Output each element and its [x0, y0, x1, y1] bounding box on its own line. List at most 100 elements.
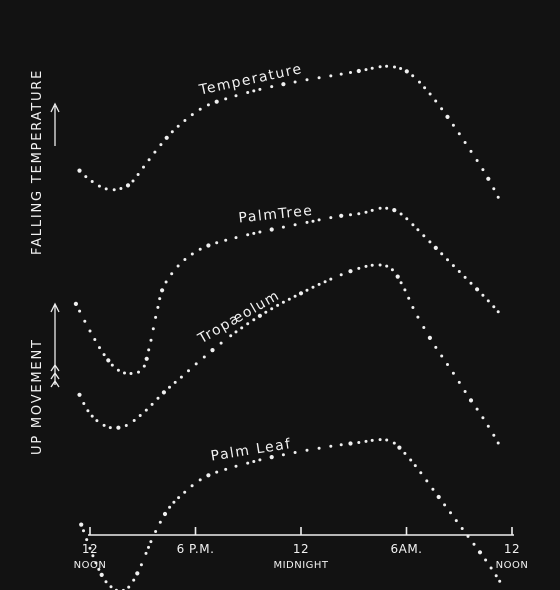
series-1-dot-29 [215, 241, 219, 245]
series-3-dot-29 [215, 470, 219, 474]
series-1-dot-15 [147, 348, 151, 352]
series-2-dot-27 [252, 318, 256, 322]
series-3-dot-58 [449, 511, 452, 515]
series-0-dot-23 [234, 94, 238, 98]
series-3-dot-23 [172, 500, 176, 504]
y-axis-label-bottom-group: UP MOVEMENT [30, 302, 60, 455]
series-2-dot-59 [446, 363, 449, 366]
series-0-dot-13 [159, 143, 163, 147]
series-1-dot-31 [234, 236, 238, 240]
series-0-dot-18 [190, 113, 194, 117]
series-2-dot-65 [481, 416, 485, 420]
series-2-dot-61 [457, 380, 461, 384]
series-0-dot-12 [153, 150, 157, 154]
series-3-dot-42 [348, 441, 353, 446]
series-0-dot-34 [349, 71, 352, 74]
series-3-dot-39 [317, 446, 321, 450]
series-3-dot-28 [206, 473, 211, 478]
series-1-dot-65 [486, 299, 490, 303]
series-0-dot-48 [440, 107, 444, 111]
series-2-dot-44 [364, 264, 368, 268]
series-0-dot-27 [270, 85, 274, 89]
x-tick-sublabel-4: NOON [496, 560, 529, 571]
series-3-dot-27 [198, 478, 202, 482]
series-1-dot-43 [349, 213, 352, 217]
series-0-dot-6 [119, 187, 123, 190]
series-3-dot-54 [425, 479, 429, 483]
series-1-dot-54 [422, 234, 426, 238]
series-1-dot-13 [142, 364, 146, 368]
series-3-dot-5 [94, 561, 98, 565]
series-1-dot-40 [317, 218, 321, 222]
series-2-dot-34 [293, 294, 297, 298]
series-0-dot-33 [339, 72, 343, 76]
x-tick-label-4: 12 [504, 542, 520, 556]
series-3-dot-30 [224, 467, 228, 471]
y-axis-label-top: FALLING TEMPERATURE [30, 69, 45, 255]
series-1-dot-27 [198, 247, 202, 251]
series-2-dot-47 [385, 264, 389, 268]
series-1-dot-24 [176, 264, 180, 268]
series-1-dot-50 [399, 212, 403, 216]
series-2-dot-54 [416, 315, 420, 319]
series-3-dot-61 [466, 534, 470, 538]
series-2-dot-20 [202, 355, 206, 359]
series-2-dot-16 [173, 380, 177, 384]
series-2-dot-49 [395, 274, 400, 279]
series-3-dot-16 [144, 551, 148, 555]
series-0-dot-5 [112, 188, 116, 192]
x-tick-label-2: 12 [293, 542, 309, 556]
series-2-dot-57 [434, 345, 438, 349]
series-1-dot-7 [106, 358, 111, 363]
series-0-dot-47 [434, 99, 438, 103]
series-3-dot-47 [385, 438, 389, 442]
series-2-dot-9 [132, 419, 136, 422]
series-2-dot-39 [323, 280, 327, 284]
series-1-dot-45 [364, 210, 368, 214]
series-3-dot-45 [370, 438, 374, 442]
series-2-dot-60 [451, 371, 455, 375]
series-1-dot-53 [416, 228, 420, 232]
series-2-dot-4 [95, 419, 99, 423]
series-0-dot-35 [356, 68, 361, 74]
series-3-dot-44 [364, 439, 368, 443]
series-1-dot-66 [492, 305, 496, 309]
series-3-dot-24 [177, 496, 181, 500]
series-2: Tropæolum [77, 263, 500, 445]
series-1-dot-67 [496, 310, 500, 314]
series-0-dot-31 [317, 76, 321, 80]
series-1-dot-2 [83, 319, 87, 323]
series-0-dot-15 [170, 130, 174, 134]
series-1-dot-60 [457, 270, 461, 273]
series-1-dot-39 [311, 219, 315, 223]
series-0-dot-28 [281, 82, 286, 87]
series-3-dot-14 [135, 571, 140, 576]
series-2-dot-11 [144, 408, 148, 412]
series-0-dot-30 [305, 78, 309, 82]
series-3-dot-32 [246, 461, 250, 465]
series-1-dot-47 [378, 206, 382, 210]
series-1-dot-17 [151, 327, 155, 331]
series-3-dot-38 [305, 448, 309, 452]
series-2-dot-48 [390, 268, 394, 272]
series-3-dot-26 [190, 484, 194, 488]
series-3-dot-13 [132, 578, 136, 582]
series-3-dot-8 [104, 580, 108, 584]
series-1-dot-20 [158, 297, 162, 301]
series-0-dot-14 [164, 135, 169, 140]
series-1-dot-32 [246, 233, 250, 237]
series-1-dot-4 [93, 338, 97, 341]
series-0-dot-52 [463, 141, 467, 144]
series-3-dot-56 [436, 494, 441, 500]
arrow-up-top-head [50, 102, 60, 113]
series-3-dot-63 [477, 550, 483, 555]
series-1-dot-23 [170, 272, 174, 276]
series-2-dot-23 [229, 334, 233, 338]
series-0-dot-36 [364, 68, 368, 72]
series-3-dot-21 [162, 511, 168, 517]
series-3-dot-50 [403, 451, 407, 455]
series-3-dot-49 [397, 445, 402, 450]
series-3-dot-31 [234, 464, 238, 468]
